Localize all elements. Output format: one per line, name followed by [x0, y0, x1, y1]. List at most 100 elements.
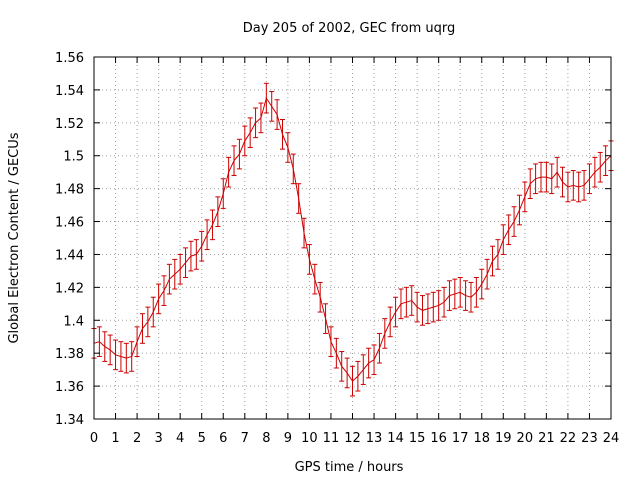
error-bar [441, 286, 447, 318]
error-bar [102, 331, 108, 362]
error-bar [425, 293, 431, 325]
y-tick-label: 1.4 [63, 314, 84, 329]
error-bar [312, 263, 318, 295]
x-tick-label: 7 [241, 431, 249, 446]
error-bar [430, 291, 436, 323]
error-bar [490, 245, 496, 277]
axis-ticks: 0 1 2 3 4 5 6 7 8 9 10 11 12 13 14 15 16 17 18 19 20 21 22 23 24… [55, 51, 619, 446]
error-bar [199, 230, 205, 262]
error-bar [139, 313, 145, 344]
error-bar [511, 206, 517, 237]
x-tick-label: 9 [284, 431, 292, 446]
error-bar [301, 217, 307, 249]
error-bar [145, 306, 151, 338]
error-bar [113, 339, 119, 371]
error-bar [242, 125, 248, 157]
error-bar [484, 258, 490, 290]
error-bar [161, 275, 167, 306]
error-bar [538, 161, 544, 193]
error-bar [279, 119, 285, 150]
y-tick-label: 1.48 [55, 183, 84, 198]
error-bar [269, 91, 275, 122]
error-bar [468, 281, 474, 313]
error-bar [527, 168, 533, 200]
x-tick-label: 12 [344, 431, 361, 446]
error-bar [403, 286, 409, 318]
error-bar [350, 365, 355, 397]
x-tick-label: 16 [430, 431, 447, 446]
x-tick-label: 13 [366, 431, 383, 446]
error-bar [177, 253, 183, 285]
error-bar [409, 285, 415, 316]
error-bar [570, 170, 576, 201]
error-bar [172, 258, 178, 290]
error-bar [592, 156, 598, 188]
x-tick-label: 18 [473, 431, 490, 446]
error-bar [193, 239, 199, 270]
y-tick-label: 1.36 [55, 380, 84, 395]
error-bar [344, 357, 350, 389]
y-tick-label: 1.52 [55, 117, 84, 132]
error-bar [549, 163, 555, 195]
error-bar [236, 138, 242, 170]
error-bar [581, 170, 587, 201]
x-tick-label: 22 [560, 431, 577, 446]
chart-title: Day 205 of 2002, GEC from uqrg [243, 21, 456, 36]
y-tick-label: 1.34 [55, 413, 84, 428]
x-axis-label: GPS time / hours [295, 460, 404, 475]
error-bar [565, 171, 571, 203]
x-tick-label: 2 [133, 431, 141, 446]
data-series [91, 82, 614, 397]
y-tick-label: 1.56 [55, 51, 84, 66]
x-tick-label: 19 [495, 431, 512, 446]
error-bar [118, 341, 124, 372]
error-bar [156, 283, 162, 315]
error-bar [393, 296, 399, 328]
error-bar [479, 268, 485, 300]
error-bar [129, 341, 135, 372]
error-bar [150, 296, 156, 328]
error-bar [506, 214, 512, 246]
error-bar [220, 178, 226, 209]
error-bar [371, 344, 377, 376]
error-bar [323, 303, 329, 334]
error-bar [387, 306, 393, 338]
x-tick-label: 11 [323, 431, 340, 446]
y-tick-label: 1.42 [55, 281, 84, 296]
error-bar [215, 196, 221, 227]
error-bar [360, 354, 366, 385]
error-bar [516, 194, 522, 226]
error-bar [204, 219, 210, 251]
error-bar [452, 278, 458, 310]
error-bar [134, 326, 140, 357]
grid [94, 57, 611, 419]
error-bar [209, 209, 215, 241]
error-bar [414, 291, 420, 323]
error-bar [500, 224, 506, 255]
x-tick-label: 5 [198, 431, 206, 446]
error-bar [253, 107, 259, 139]
error-bar [554, 156, 560, 188]
error-bar [339, 351, 345, 382]
x-tick-label: 17 [452, 431, 469, 446]
x-tick-label: 1 [111, 431, 119, 446]
error-bar [398, 288, 404, 320]
error-bar [463, 280, 469, 311]
y-tick-label: 1.46 [55, 216, 84, 231]
series-line [93, 96, 612, 382]
error-bar [328, 326, 334, 357]
error-bar [188, 240, 194, 272]
error-bar [183, 247, 189, 278]
error-bar [597, 151, 603, 183]
error-bar [123, 342, 129, 374]
error-bar [495, 239, 501, 270]
error-bar [107, 334, 113, 366]
x-tick-label: 20 [517, 431, 534, 446]
x-tick-label: 8 [262, 431, 270, 446]
error-bar [290, 153, 296, 185]
error-bar [296, 183, 302, 214]
error-bar [376, 332, 382, 364]
x-tick-label: 4 [176, 431, 184, 446]
error-bar [603, 145, 609, 176]
